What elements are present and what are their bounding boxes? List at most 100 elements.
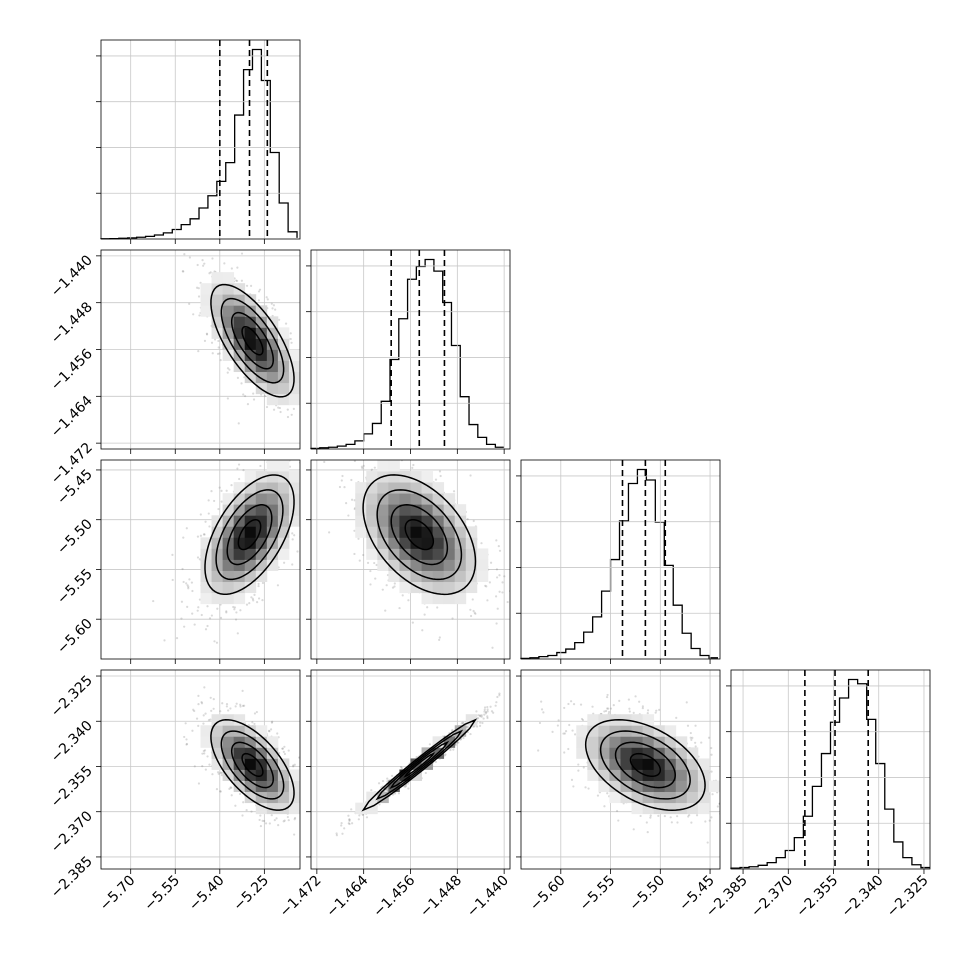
scatter-point xyxy=(193,709,196,713)
density-cell xyxy=(200,294,212,306)
scatter-point xyxy=(257,582,260,586)
scatter-point xyxy=(411,466,414,469)
scatter-point xyxy=(308,432,310,434)
scatter-point xyxy=(391,586,395,589)
scatter-point xyxy=(406,782,410,785)
scatter-point xyxy=(485,585,488,588)
scatter-point xyxy=(271,720,274,723)
hist-bar xyxy=(270,153,279,239)
scatter-point xyxy=(385,788,388,792)
scatter-point xyxy=(163,639,166,642)
scatter-point xyxy=(302,497,304,499)
scatter-point xyxy=(215,641,219,644)
scatter-point xyxy=(293,833,296,836)
scatter-point xyxy=(261,819,264,823)
density-cell xyxy=(222,349,235,361)
density-cell xyxy=(255,471,268,483)
density-cell xyxy=(476,559,489,571)
scatter-point xyxy=(348,818,351,821)
scatter-point xyxy=(213,499,216,503)
density-cell xyxy=(244,736,257,748)
density-cell xyxy=(222,294,235,306)
scatter-point xyxy=(456,741,459,744)
scatter-point xyxy=(357,818,360,821)
density-cell xyxy=(366,504,378,516)
scatter-point xyxy=(188,302,191,306)
histogram xyxy=(730,678,930,869)
scatter-point xyxy=(207,499,210,502)
hist-bar xyxy=(172,229,181,239)
density-cell xyxy=(432,581,445,594)
hist-bar xyxy=(584,632,593,659)
contour xyxy=(230,741,275,789)
scatter-point xyxy=(278,751,281,755)
scatter-point xyxy=(197,703,200,706)
scatter-point xyxy=(211,352,214,355)
scatter-point xyxy=(300,343,302,345)
density-cell xyxy=(233,327,246,339)
scatter-point xyxy=(234,618,238,621)
scatter-point xyxy=(351,822,354,825)
scatter-point xyxy=(265,296,268,299)
scatter-point xyxy=(506,600,509,604)
scatter-point xyxy=(393,792,397,795)
density-cell xyxy=(366,482,378,494)
scatter-point xyxy=(187,587,190,590)
scatter-point xyxy=(478,724,482,727)
hist-bar xyxy=(434,271,443,449)
hist-bar xyxy=(381,401,390,449)
scatter-point xyxy=(358,814,361,817)
scatter-point xyxy=(365,816,369,819)
scatter-point xyxy=(421,629,424,632)
scatter-point xyxy=(308,759,310,761)
scatter-point xyxy=(208,763,211,766)
scatter-point xyxy=(377,782,381,785)
scatter-point xyxy=(480,715,483,718)
density-cell xyxy=(421,537,434,549)
density-cell xyxy=(244,305,257,317)
panel-border xyxy=(730,669,931,870)
scatter-point xyxy=(205,332,209,335)
density-cell xyxy=(366,471,378,483)
density-cell xyxy=(222,272,235,284)
scatter-point xyxy=(270,302,273,305)
scatter-point xyxy=(200,701,203,704)
density-cell xyxy=(255,736,268,748)
density-cell xyxy=(255,526,268,538)
scatter-point xyxy=(289,337,292,341)
panel-2-1 xyxy=(310,459,511,660)
scatter-point xyxy=(472,725,475,728)
scatter-point xyxy=(277,406,280,409)
density-cell xyxy=(266,559,279,571)
density-cell xyxy=(244,493,257,505)
scatter-point xyxy=(187,585,190,588)
scatter-point xyxy=(182,580,185,584)
scatter-point xyxy=(472,519,475,523)
density-cell xyxy=(454,548,467,560)
scatter-point xyxy=(444,753,447,756)
scatter-point xyxy=(186,584,189,587)
scatter-point xyxy=(251,721,254,724)
density-cell xyxy=(410,471,422,483)
density-cell xyxy=(377,493,389,505)
hist-bar xyxy=(399,319,408,449)
scatter-point xyxy=(250,810,253,813)
scatter-point xyxy=(307,829,309,831)
scatter-point xyxy=(220,774,224,777)
scatter-point xyxy=(483,706,487,709)
scatter-point xyxy=(412,463,415,467)
density-cell xyxy=(421,548,434,560)
density-cells xyxy=(200,460,300,605)
scatter-point xyxy=(245,603,249,606)
density-cell xyxy=(421,592,434,605)
density-cell xyxy=(399,515,411,527)
scatter-point xyxy=(183,625,186,628)
scatter-point xyxy=(466,726,470,729)
scatter-point xyxy=(308,390,310,392)
panel-border xyxy=(100,39,301,240)
density-cell xyxy=(255,305,268,317)
density-cell xyxy=(244,758,257,770)
scatter-point xyxy=(306,496,308,498)
scatter-point xyxy=(426,606,429,609)
scatter-point xyxy=(241,814,244,817)
